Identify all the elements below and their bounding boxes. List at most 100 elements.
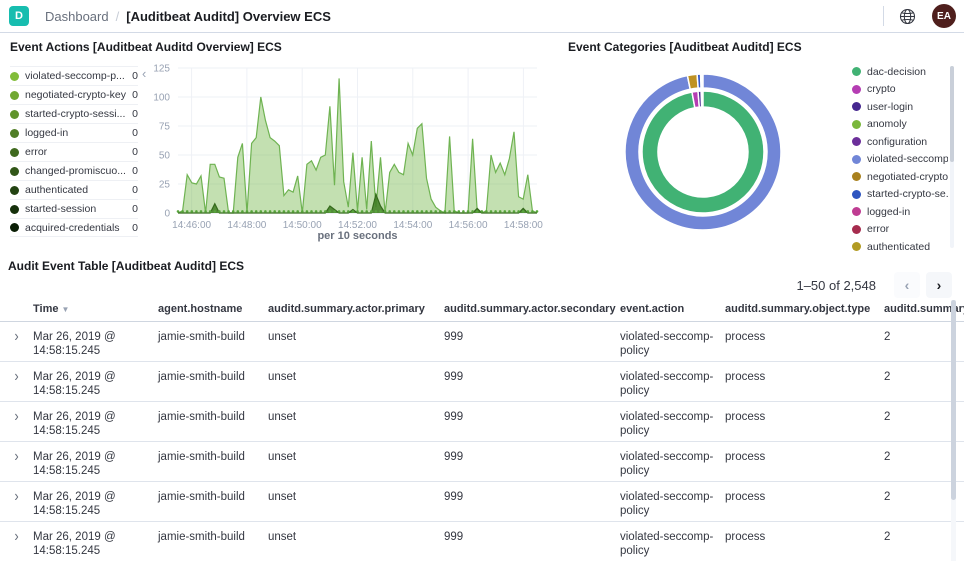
legend-item-anomoly[interactable]: anomoly (852, 116, 948, 134)
table-scrollbar-thumb[interactable] (951, 300, 956, 500)
legend-item-label: logged-in (867, 205, 911, 218)
cell-action: violated-seccomp-policy (620, 481, 725, 522)
table-scrollbar[interactable] (951, 300, 956, 561)
legend-item-started-session[interactable]: started-session 0 (10, 199, 138, 218)
legend-color-dot (10, 204, 19, 214)
legend-item-label: violated-seccomp... (867, 153, 948, 166)
event-actions-area-chart[interactable]: 0 25 50 75 100 125 14:46:00 14:48:00 14:50:00 14:… (152, 62, 543, 234)
svg-text:14:48:00: 14:48:00 (227, 220, 266, 231)
cell-summary: 2 (884, 401, 964, 442)
column-header-time[interactable]: Time ▼ (33, 298, 158, 322)
table-pagination: 1–50 of 2,548 ‹ › (796, 272, 952, 298)
legend-item-dac-decision[interactable]: dac-decision (852, 63, 948, 81)
legend-item-changed-promiscuo[interactable]: changed-promiscuo... 0 (10, 161, 138, 180)
audit-event-table: Time ▼ agent.hostname auditd.summary.actor.… (0, 298, 964, 561)
column-header-hostname[interactable]: agent.hostname (158, 298, 268, 322)
cell-time: Mar 26, 2019 @ 14:58:15.245 (33, 321, 158, 362)
cell-object_type: process (725, 521, 884, 561)
row-expand-icon[interactable]: › (14, 366, 19, 385)
svg-text:14:54:00: 14:54:00 (393, 220, 432, 231)
column-header-summary[interactable]: auditd.summary (884, 298, 964, 322)
globe-icon[interactable] (896, 5, 918, 27)
pagination-next-button[interactable]: › (926, 272, 952, 298)
page-title: [Auditbeat Auditd] Overview ECS (126, 8, 331, 24)
legend-color-dot (852, 67, 861, 77)
legend-item-error[interactable]: error (852, 221, 948, 239)
donut-slice-violated-seccomp-policy[interactable] (624, 73, 782, 231)
legend-item-label: error (25, 146, 48, 158)
cell-summary: 2 (884, 521, 964, 561)
legend-item-label: anomoly (867, 118, 907, 131)
legend-item-error[interactable]: error 0 (10, 142, 138, 161)
table-row: › Mar 26, 2019 @ 14:58:15.245 jamie-smith-… (0, 401, 964, 442)
column-header-actor_secondary[interactable]: auditd.summary.actor.secondary (444, 298, 620, 322)
user-avatar[interactable]: EA (932, 4, 956, 28)
legend-item-value: 0 (132, 89, 138, 101)
cell-hostname: jamie-smith-build (158, 441, 268, 482)
row-expand-icon[interactable]: › (14, 526, 19, 545)
legend-item-authenticated[interactable]: authenticated 0 (10, 180, 138, 199)
donut-slice-started-crypto-session[interactable] (696, 73, 702, 89)
legend-scrollbar[interactable] (950, 66, 954, 248)
legend-item-logged-in[interactable]: logged-in (852, 203, 948, 221)
app-logo[interactable]: D (9, 6, 29, 26)
cell-actor_primary: unset (268, 521, 444, 561)
row-expand-icon[interactable]: › (14, 326, 19, 345)
event-categories-donut-chart[interactable] (618, 67, 788, 237)
cell-time: Mar 26, 2019 @ 14:58:15.245 (33, 401, 158, 442)
legend-item-crypto[interactable]: crypto (852, 81, 948, 99)
legend-item-value: 0 (132, 221, 138, 234)
column-header-object_type[interactable]: auditd.summary.object.type (725, 298, 884, 322)
legend-item-negotiated-crypto[interactable]: negotiated-crypto... (852, 168, 948, 186)
legend-item-violated-seccomp[interactable]: violated-seccomp... (852, 151, 948, 169)
sort-caret-icon: ▼ (61, 305, 70, 314)
legend-color-dot (852, 207, 861, 217)
cell-object_type: process (725, 441, 884, 482)
legend-item-violated-seccomp-p[interactable]: violated-seccomp-p... 0 (10, 66, 138, 85)
legend-scrollbar-thumb[interactable] (950, 66, 954, 162)
breadcrumb-dashboard-link[interactable]: Dashboard (45, 8, 109, 24)
legend-item-configuration[interactable]: configuration (852, 133, 948, 151)
cell-summary: 2 (884, 361, 964, 402)
svg-text:14:46:00: 14:46:00 (172, 220, 211, 231)
pagination-range-label: 1–50 of 2,548 (796, 277, 876, 293)
pagination-prev-button[interactable]: ‹ (894, 272, 920, 298)
x-axis-title: per 10 seconds (317, 230, 398, 242)
legend-item-label: error (867, 223, 890, 236)
column-header-actor_primary[interactable]: auditd.summary.actor.primary (268, 298, 444, 322)
cell-object_type: process (725, 321, 884, 362)
legend-item-label: started-crypto-sessi... (25, 108, 126, 120)
legend-item-label: acquired-credentials (25, 221, 120, 234)
row-expand-icon[interactable]: › (14, 486, 19, 505)
legend-item-negotiated-crypto-key[interactable]: negotiated-crypto-key 0 (10, 85, 138, 104)
legend-color-dot (10, 185, 19, 195)
cell-object_type: process (725, 481, 884, 522)
cell-object_type: process (725, 361, 884, 402)
legend-item-user-login[interactable]: user-login (852, 98, 948, 116)
header-divider (883, 6, 884, 26)
legend-item-logged-in[interactable]: logged-in 0 (10, 123, 138, 142)
legend-item-started-crypto-sessi[interactable]: started-crypto-sessi... 0 (10, 104, 138, 123)
legend-item-value: 0 (132, 184, 138, 196)
legend-collapse-icon[interactable]: ‹ (142, 66, 147, 81)
breadcrumb: Dashboard / [Auditbeat Auditd] Overview … (45, 9, 331, 24)
legend-color-dot (852, 154, 861, 164)
donut-slice-user-login[interactable] (697, 90, 703, 108)
cell-hostname: jamie-smith-build (158, 481, 268, 522)
legend-item-value: 0 (132, 127, 138, 139)
legend-color-dot (852, 102, 861, 112)
cell-actor_primary: unset (268, 321, 444, 362)
legend-color-dot (10, 128, 19, 138)
legend-item-started-crypto-se[interactable]: started-crypto-se... (852, 186, 948, 204)
svg-text:100: 100 (153, 93, 170, 104)
legend-color-dot (10, 166, 19, 176)
cell-hostname: jamie-smith-build (158, 521, 268, 561)
row-expand-icon[interactable]: › (14, 446, 19, 465)
row-expand-icon[interactable]: › (14, 406, 19, 425)
legend-color-dot (852, 172, 861, 182)
legend-item-authenticated[interactable]: authenticated (852, 238, 948, 256)
legend-item-label: negotiated-crypto... (867, 170, 948, 183)
legend-item-acquired-credentials[interactable]: acquired-credentials 0 (10, 218, 138, 237)
column-header-action[interactable]: event.action (620, 298, 725, 322)
donut-slice-dac-decision[interactable] (641, 90, 765, 214)
